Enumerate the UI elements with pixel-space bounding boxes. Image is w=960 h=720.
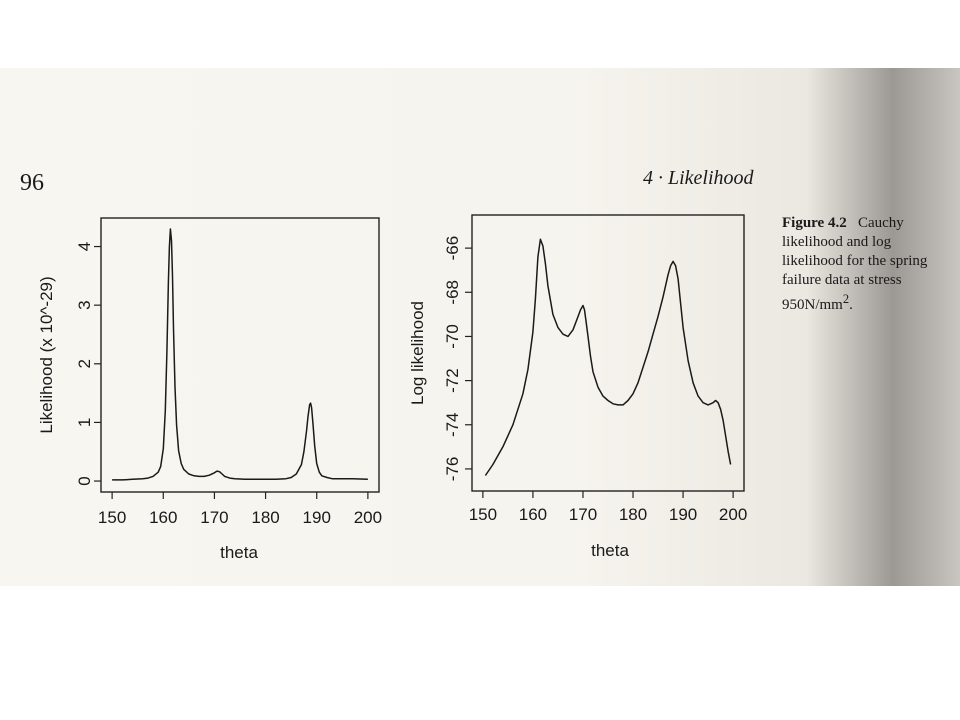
- series-line: [484, 238, 732, 476]
- x-tick-label: 180: [619, 505, 647, 524]
- plot-frame: [471, 214, 745, 492]
- y-tick-label: -74: [443, 412, 462, 437]
- x-tick-label: 190: [669, 505, 697, 524]
- scanned-page: [0, 68, 960, 586]
- x-axis-label: theta: [591, 541, 629, 560]
- x-tick-label: 200: [719, 505, 747, 524]
- x-axis-label: theta: [220, 543, 258, 562]
- x-tick-label: 180: [251, 508, 279, 527]
- y-tick-label: 3: [75, 300, 94, 309]
- y-tick-label: 1: [75, 418, 94, 427]
- chart-2: 150 160 170 180 190 200 -76 -74 -72 -70 -68 -66 thet…: [408, 214, 747, 560]
- y-tick-label: 4: [75, 242, 94, 251]
- y-tick-label: 0: [75, 476, 94, 485]
- x-tick-label: 200: [354, 508, 382, 527]
- x-tick-label: 190: [303, 508, 331, 527]
- caption-superscript: 2: [842, 292, 850, 306]
- chart-1: 150 160 170 180 190 200 0 1 2 3 4 theta Likelihood (…: [37, 217, 382, 562]
- page-number: 96: [20, 170, 44, 196]
- x-tick-label: 160: [149, 508, 177, 527]
- y-tick-label: -72: [443, 368, 462, 393]
- series-line: [112, 228, 368, 481]
- figure-caption: Figure 4.2 Cauchy likelihood and log lik…: [782, 214, 952, 315]
- x-tick-label: 150: [98, 508, 126, 527]
- caption-end: .: [849, 297, 853, 313]
- y-axis-label: Log likelihood: [408, 301, 427, 405]
- caption-text: Cauchy likelihood and log likelihood for…: [782, 215, 928, 313]
- y-tick-label: -76: [443, 457, 462, 482]
- y-axis-label: Likelihood (x 10^-29): [37, 276, 56, 433]
- running-head: 4 · Likelihood: [643, 167, 754, 189]
- x-tick-label: 170: [569, 505, 597, 524]
- plot-frame: [100, 217, 380, 493]
- y-tick-label: 2: [75, 359, 94, 368]
- y-tick-label: -68: [443, 280, 462, 305]
- y-tick-label: -66: [443, 236, 462, 261]
- x-tick-label: 150: [469, 505, 497, 524]
- caption-label: Figure 4.2: [782, 215, 847, 231]
- x-tick-label: 160: [519, 505, 547, 524]
- y-tick-label: -70: [443, 324, 462, 349]
- x-tick-label: 170: [200, 508, 228, 527]
